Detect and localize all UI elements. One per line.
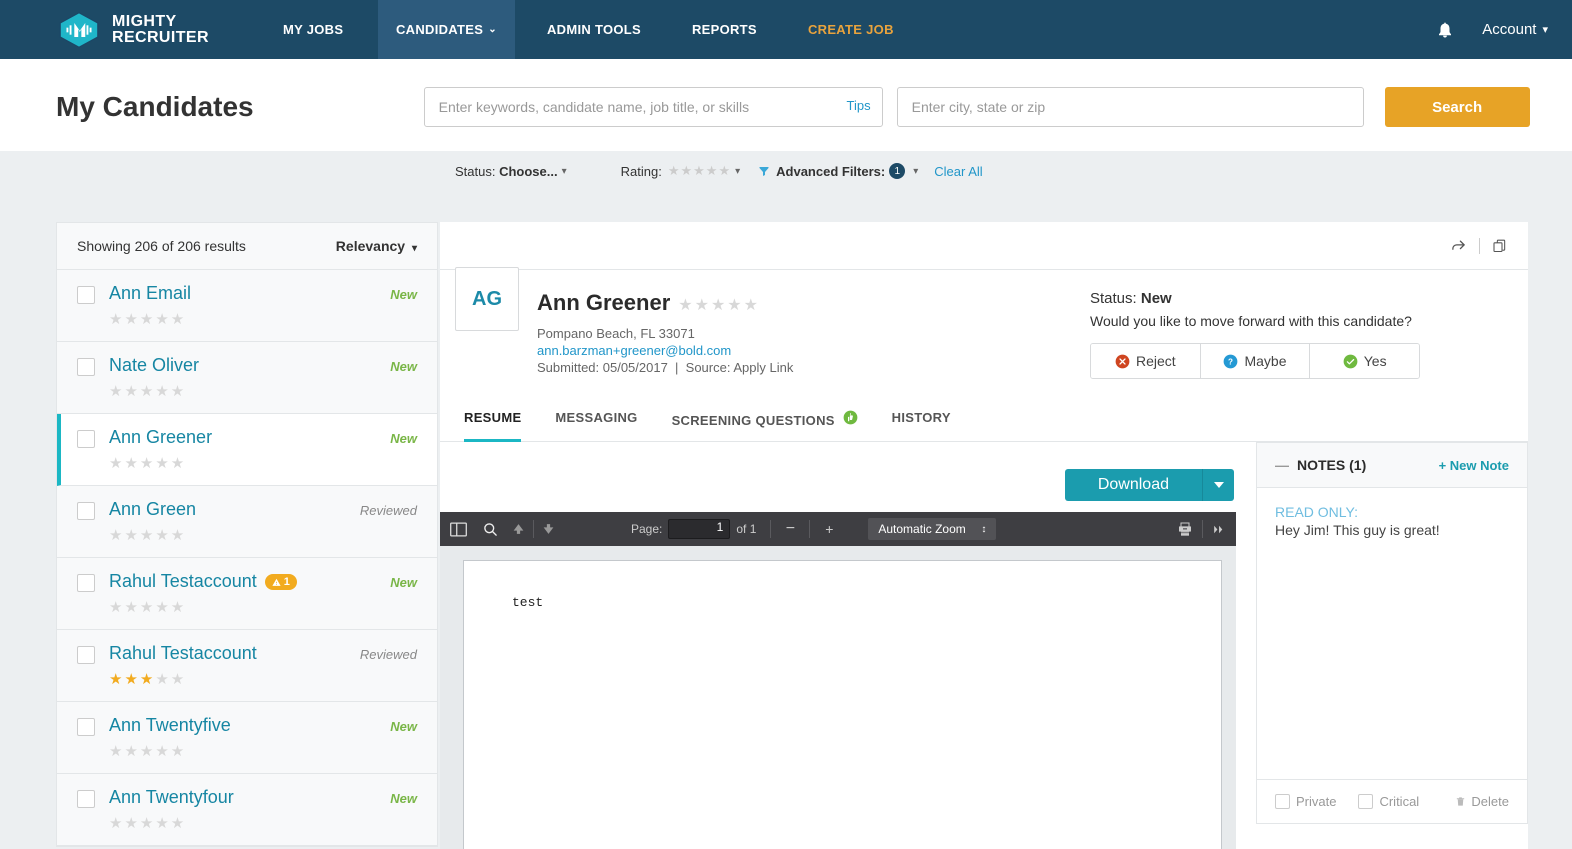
svg-text:?: ? — [1229, 357, 1234, 366]
